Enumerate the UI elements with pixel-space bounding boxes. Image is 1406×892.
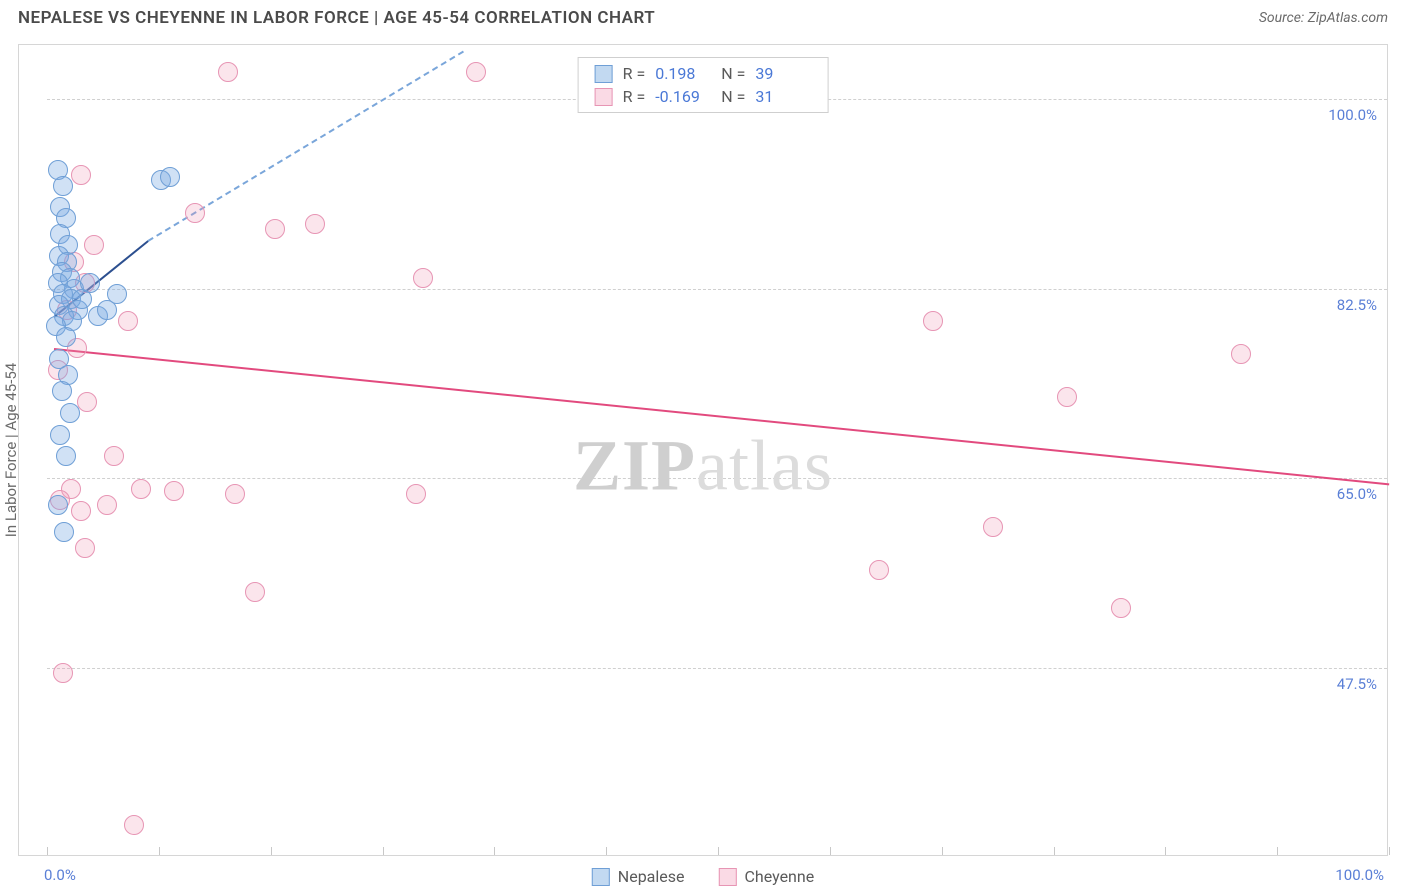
scatter-point xyxy=(48,495,68,515)
scatter-point xyxy=(185,203,205,223)
scatter-point xyxy=(71,165,91,185)
y-tick-label: 65.0% xyxy=(1337,485,1377,503)
scatter-point xyxy=(413,268,433,288)
legend-series: Nepalese Cheyenne xyxy=(592,867,814,886)
scatter-point xyxy=(118,311,138,331)
chart-header: NEPALESE VS CHEYENNE IN LABOR FORCE | AG… xyxy=(0,0,1406,34)
y-tick-label: 100.0% xyxy=(1328,106,1377,124)
scatter-point xyxy=(107,284,127,304)
legend-stats-row: R = 0.198 N = 39 xyxy=(579,62,828,85)
x-axis-min-label: 0.0% xyxy=(44,866,76,884)
scatter-point xyxy=(131,479,151,499)
x-tick xyxy=(1389,847,1390,855)
scatter-point xyxy=(52,381,72,401)
y-axis-label: In Labor Force | Age 45-54 xyxy=(2,363,20,537)
x-tick xyxy=(1054,847,1055,855)
plot-surface: 47.5% 65.0% 82.5% 100.0% xyxy=(19,45,1387,855)
scatter-point xyxy=(53,176,73,196)
scatter-point xyxy=(1231,344,1251,364)
scatter-point xyxy=(84,235,104,255)
x-tick xyxy=(159,847,160,855)
scatter-point xyxy=(56,446,76,466)
legend-n-value: 39 xyxy=(755,64,811,83)
legend-n-label: N = xyxy=(721,87,745,106)
scatter-point xyxy=(923,311,943,331)
scatter-point xyxy=(160,167,180,187)
legend-swatch xyxy=(595,88,613,106)
x-tick xyxy=(47,847,48,855)
scatter-point xyxy=(164,481,184,501)
legend-r-value: 0.198 xyxy=(655,64,711,83)
y-tick-label: 47.5% xyxy=(1337,675,1377,693)
scatter-point xyxy=(71,501,91,521)
legend-series-label: Cheyenne xyxy=(744,867,814,886)
legend-swatch xyxy=(718,868,736,886)
scatter-point xyxy=(983,517,1003,537)
x-axis-max-label: 100.0% xyxy=(1335,866,1384,884)
scatter-point xyxy=(265,219,285,239)
scatter-point xyxy=(60,403,80,423)
scatter-point xyxy=(124,815,144,835)
legend-n-label: N = xyxy=(721,64,745,83)
legend-swatch xyxy=(595,65,613,83)
x-tick xyxy=(494,847,495,855)
gridline-h xyxy=(47,478,1387,479)
legend-r-label: R = xyxy=(623,87,646,106)
scatter-point xyxy=(1057,387,1077,407)
legend-series-label: Nepalese xyxy=(618,867,685,886)
gridline-h xyxy=(47,289,1387,290)
scatter-point xyxy=(77,392,97,412)
chart-area: In Labor Force | Age 45-54 47.5%65.0%82.… xyxy=(18,44,1388,856)
scatter-point xyxy=(406,484,426,504)
x-tick xyxy=(942,847,943,855)
legend-r-value: -0.169 xyxy=(655,87,711,106)
legend-stats-row: R = -0.169 N = 31 xyxy=(579,85,828,108)
scatter-point xyxy=(218,62,238,82)
x-tick xyxy=(1277,847,1278,855)
legend-n-value: 31 xyxy=(755,87,811,106)
x-tick xyxy=(606,847,607,855)
x-tick xyxy=(718,847,719,855)
scatter-point xyxy=(305,214,325,234)
legend-series-item: Nepalese xyxy=(592,867,685,886)
scatter-point xyxy=(466,62,486,82)
x-tick xyxy=(1165,847,1166,855)
x-tick xyxy=(383,847,384,855)
x-tick xyxy=(830,847,831,855)
regression-line xyxy=(54,348,1389,485)
source-prefix: Source: xyxy=(1259,10,1308,26)
chart-source: Source: ZipAtlas.com xyxy=(1259,10,1388,26)
source-name: ZipAtlas.com xyxy=(1308,10,1388,26)
x-tick xyxy=(271,847,272,855)
legend-stats: R = 0.198 N = 39 R = -0.169 N = 31 xyxy=(578,57,829,113)
y-tick-label: 82.5% xyxy=(1337,296,1377,314)
scatter-point xyxy=(50,425,70,445)
legend-r-label: R = xyxy=(623,64,646,83)
scatter-point xyxy=(75,538,95,558)
legend-swatch xyxy=(592,868,610,886)
scatter-point xyxy=(245,582,265,602)
scatter-point xyxy=(97,495,117,515)
scatter-point xyxy=(104,446,124,466)
chart-title: NEPALESE VS CHEYENNE IN LABOR FORCE | AG… xyxy=(18,8,655,28)
scatter-point xyxy=(869,560,889,580)
gridline-h xyxy=(47,668,1387,669)
scatter-point xyxy=(225,484,245,504)
scatter-point xyxy=(56,327,76,347)
scatter-point xyxy=(80,273,100,293)
legend-series-item: Cheyenne xyxy=(718,867,814,886)
scatter-point xyxy=(54,522,74,542)
scatter-point xyxy=(53,663,73,683)
scatter-point xyxy=(1111,598,1131,618)
